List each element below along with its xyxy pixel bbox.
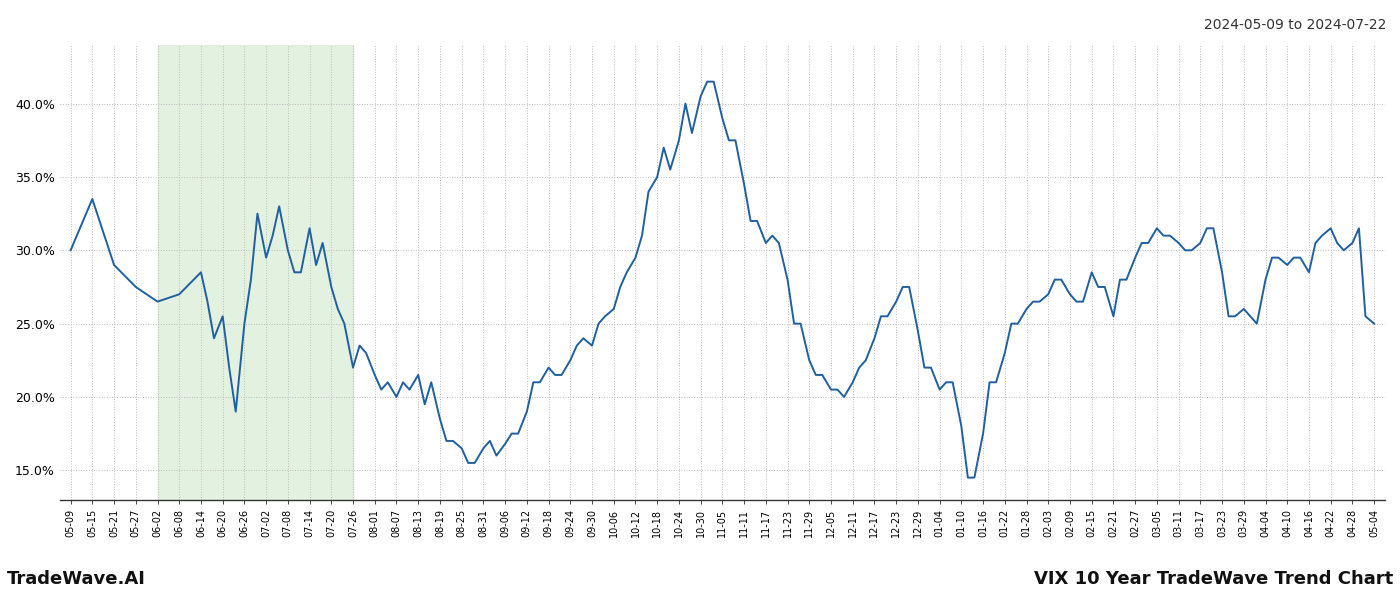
Text: 2024-05-09 to 2024-07-22: 2024-05-09 to 2024-07-22 xyxy=(1204,18,1386,32)
Text: VIX 10 Year TradeWave Trend Chart: VIX 10 Year TradeWave Trend Chart xyxy=(1033,570,1393,588)
Bar xyxy=(158,45,353,500)
Text: TradeWave.AI: TradeWave.AI xyxy=(7,570,146,588)
